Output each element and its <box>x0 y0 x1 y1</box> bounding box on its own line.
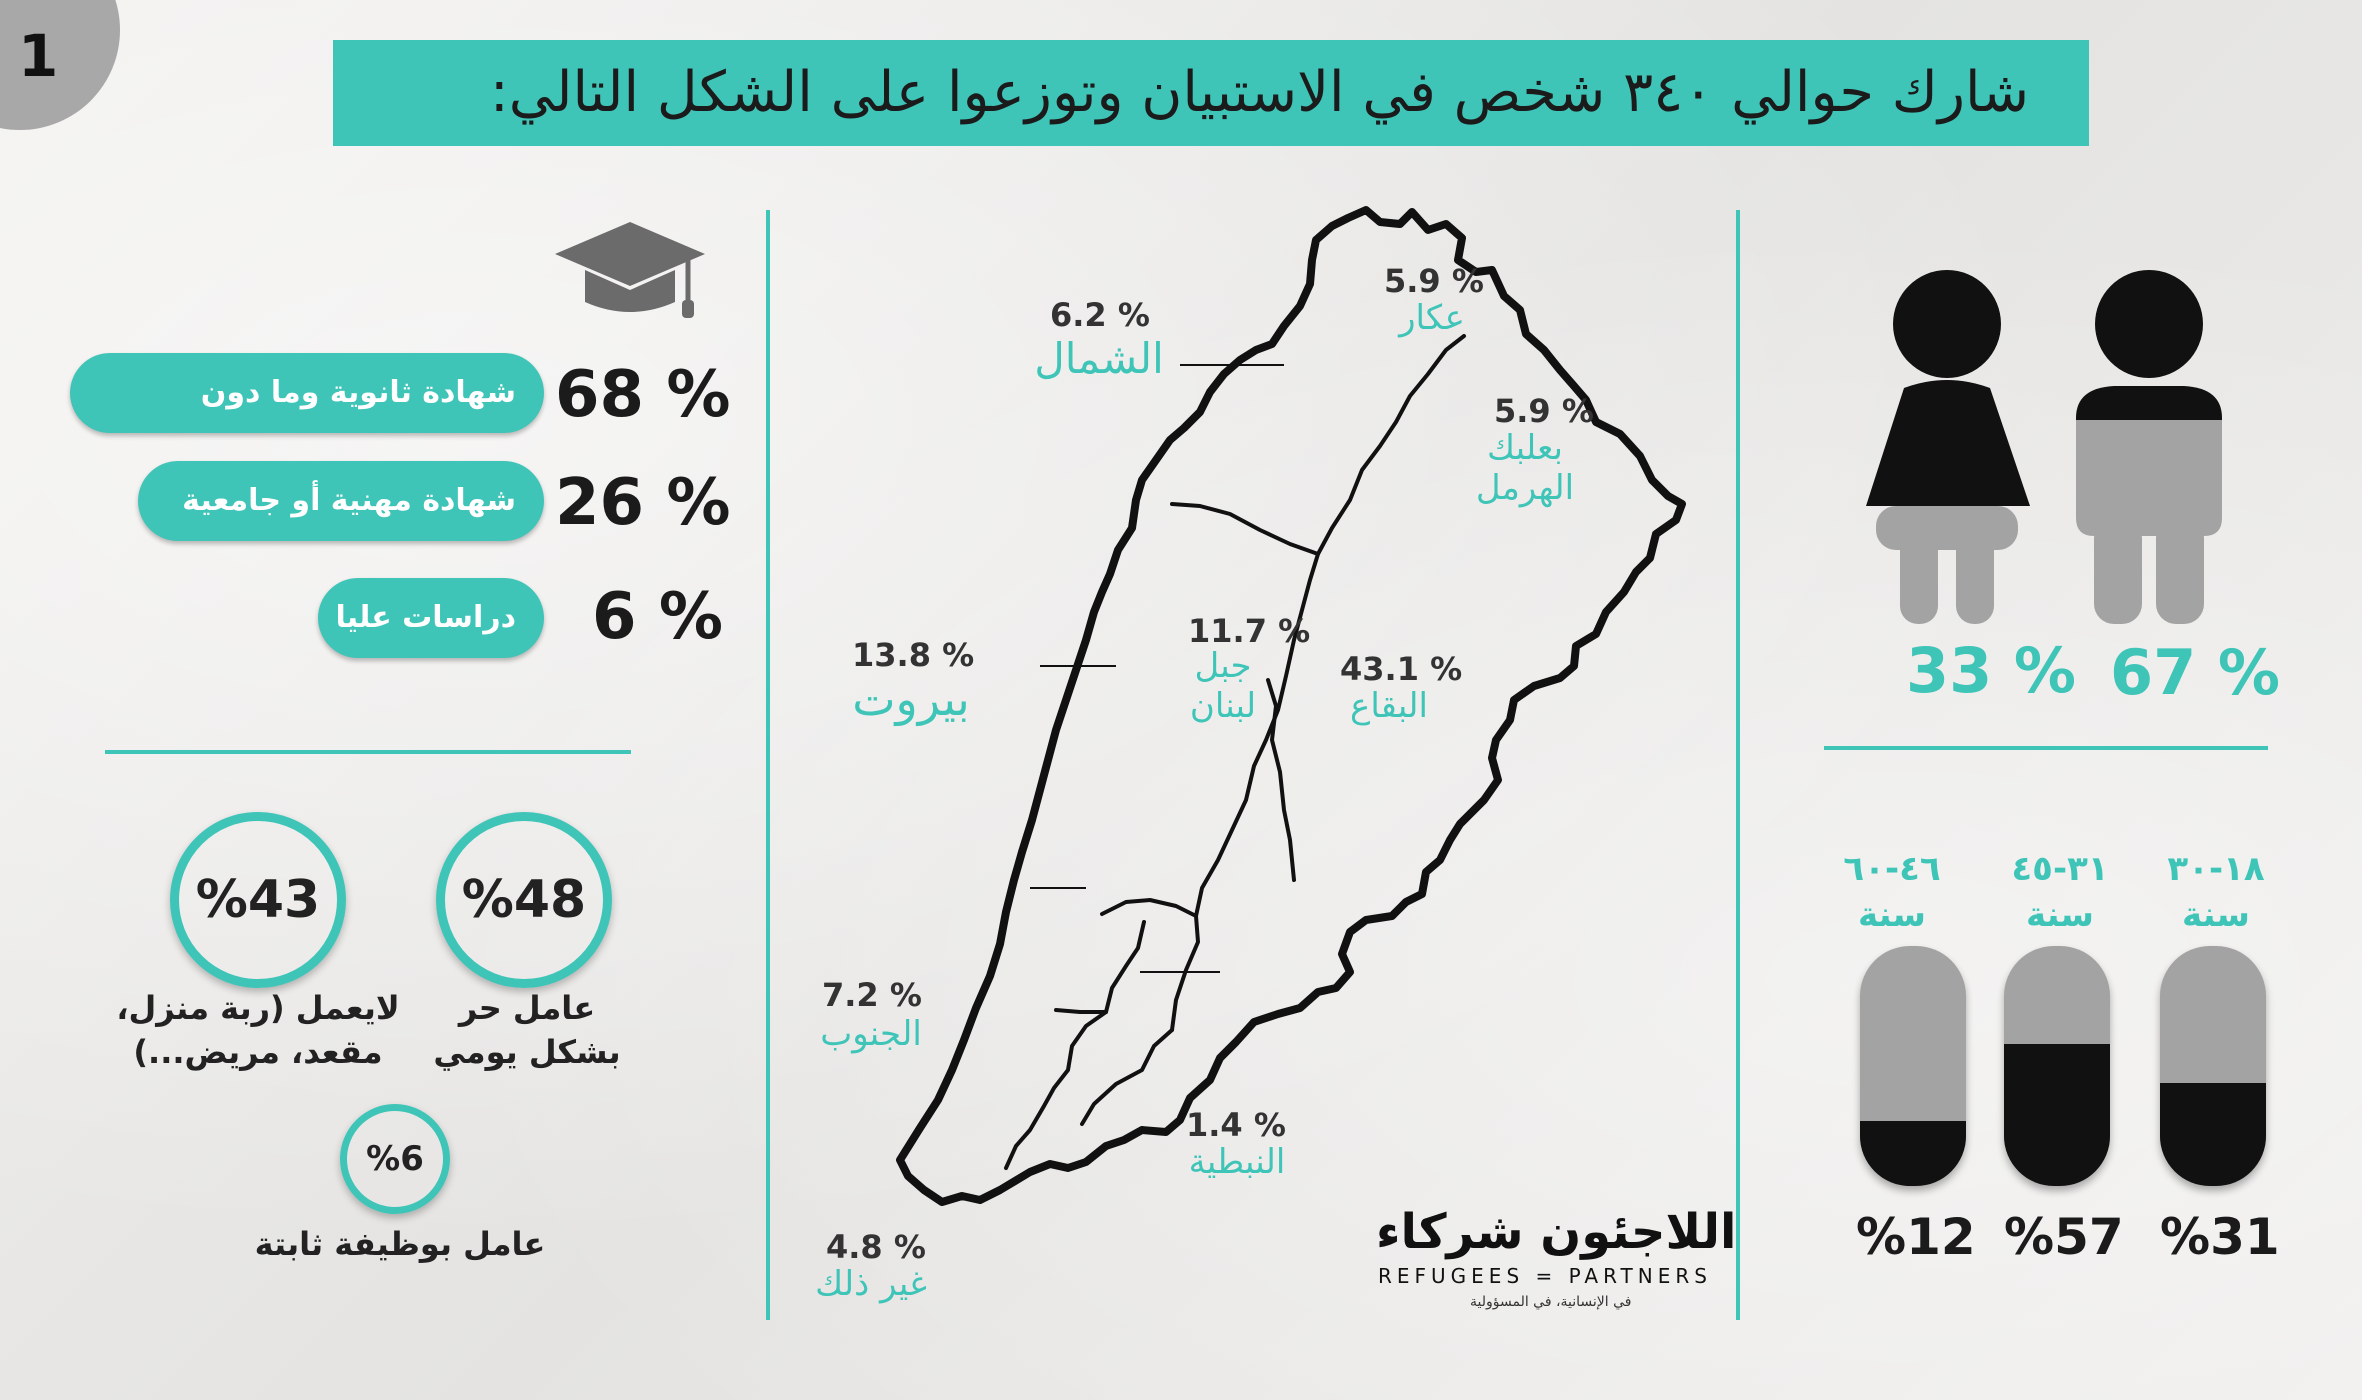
page-number: 1 <box>18 22 59 90</box>
age-bar-31-45 <box>2004 946 2110 1186</box>
page-title: شارك حوالي ٣٤٠ شخص في الاستبيان وتوزعوا … <box>489 60 2029 125</box>
other-name: غير ذلك <box>815 1264 927 1304</box>
age-pct-31-45: %57 <box>2004 1208 2124 1266</box>
mount-lebanon-name-line1: جبل <box>1194 646 1252 686</box>
age-label-46-60-range: ٤٦-٦٠ <box>1843 849 1941 889</box>
education-pill-secondary: شهادة ثانوية وما دون <box>70 353 544 433</box>
ring-freelance-value: %48 <box>461 870 587 930</box>
ring-unemployed-label-line2: مقعد، مريض...) <box>133 1033 383 1071</box>
ring-freelance-label-line1: عامل حر <box>458 989 596 1027</box>
baalbek-pct: 5.9 % <box>1494 392 1594 430</box>
border-south-inner <box>1054 1008 1108 1014</box>
education-pct-secondary: 68 % <box>555 358 731 432</box>
ring-freelance: %48 <box>436 812 612 988</box>
ring-fulltime-value: %6 <box>366 1139 424 1179</box>
title-banner: شارك حوالي ٣٤٠ شخص في الاستبيان وتوزعوا … <box>333 40 2089 146</box>
north-name: الشمال <box>1034 334 1164 383</box>
education-label-university: شهادة مهنية أو جامعية <box>182 483 516 518</box>
age-label-46-60-unit: سنة <box>1858 895 1926 935</box>
north-pct: 6.2 % <box>1050 296 1150 334</box>
border-akkar-baalbek <box>1316 334 1466 556</box>
female-pct: 33 % <box>1906 634 2076 707</box>
south-pct: 7.2 % <box>822 976 922 1014</box>
education-divider <box>105 750 631 754</box>
age-pct-18-30: %31 <box>2160 1208 2280 1266</box>
ring-unemployed-label-line1: لايعمل (ربة منزل، <box>116 989 400 1027</box>
border-mount-bekaa-east <box>1266 678 1296 882</box>
divider-left <box>766 210 770 1320</box>
nabatieh-name: النبطية <box>1188 1142 1286 1182</box>
age-label-18-30-unit: سنة <box>2182 895 2250 935</box>
beirut-pct: 13.8 % <box>852 636 975 674</box>
age-label-31-45-unit: سنة <box>2026 895 2094 935</box>
age-label-46-60: ٤٦-٦٠ سنة <box>1824 846 1960 938</box>
age-bar-46-60-fill <box>1860 1121 1966 1186</box>
border-nabatieh-inner <box>1080 1028 1174 1126</box>
graduation-cap-icon <box>555 222 705 318</box>
akkar-pct: 5.9 % <box>1384 262 1484 300</box>
mount-lebanon-pct: 11.7 % <box>1188 612 1311 650</box>
other-pct: 4.8 % <box>826 1228 926 1266</box>
education-pill-university: شهادة مهنية أو جامعية <box>138 461 544 541</box>
age-label-18-30-range: ١٨-٣٠ <box>2167 849 2265 889</box>
age-bar-46-60 <box>1860 946 1966 1186</box>
beirut-name: بيروت <box>852 672 970 726</box>
age-label-31-45: ٣١-٤٥ سنة <box>1992 846 2128 938</box>
akkar-name: عكار <box>1399 298 1465 338</box>
divider-right <box>1736 210 1740 1320</box>
bekaa-name: البقاع <box>1350 686 1428 726</box>
south-name: الجنوب <box>820 1014 922 1054</box>
education-label-higher: دراسات عليا <box>335 600 516 635</box>
lebanon-map <box>896 206 1686 1206</box>
age-bar-31-45-fill <box>2004 1044 2110 1186</box>
education-label-secondary: شهادة ثانوية وما دون <box>200 375 516 410</box>
male-icon <box>2076 270 2222 624</box>
border-bekaa <box>1170 552 1320 1032</box>
nabatieh-pct: 1.4 % <box>1186 1106 1286 1144</box>
education-pct-higher: 6 % <box>592 580 723 654</box>
logo-english: REFUGEES = PARTNERS <box>1378 1264 1712 1288</box>
ring-unemployed-value: %43 <box>195 870 321 930</box>
education-pill-higher: دراسات عليا <box>318 578 544 658</box>
bekaa-pct: 43.1 % <box>1340 650 1463 688</box>
ring-unemployed-label: لايعمل (ربة منزل، مقعد، مريض...) <box>88 986 428 1074</box>
ring-fulltime-label: عامل بوظيفة ثابتة <box>254 1225 546 1263</box>
male-pct: 67 % <box>2110 636 2280 709</box>
age-bar-18-30-fill <box>2160 1082 2266 1186</box>
mount-lebanon-name-line2: لبنان <box>1189 686 1257 726</box>
baalbek-name-line2: الهرمل <box>1475 468 1575 508</box>
ring-freelance-label-line2: بشكل يومي <box>433 1033 621 1071</box>
age-pct-46-60: %12 <box>1856 1208 1976 1266</box>
age-label-18-30: ١٨-٣٠ سنة <box>2148 846 2284 938</box>
mount-lebanon-name: جبل لبنان <box>1168 646 1278 726</box>
border-mount-south <box>1100 898 1198 918</box>
female-icon <box>1866 270 2030 624</box>
lebanon-outline <box>896 206 1686 1206</box>
ring-freelance-label: عامل حر بشكل يومي <box>392 986 662 1074</box>
education-pct-university: 26 % <box>555 466 731 540</box>
baalbek-name-line1: بعلبك <box>1486 428 1564 468</box>
age-bar-18-30 <box>2160 946 2266 1186</box>
logo-tagline: في الإنسانية، في المسؤولية <box>1470 1294 1632 1310</box>
baalbek-name: بعلبك الهرمل <box>1470 428 1580 508</box>
logo-arabic: اللاجئون شركاء <box>1376 1204 1737 1260</box>
gender-divider <box>1824 746 2268 750</box>
ring-unemployed: %43 <box>170 812 346 988</box>
border-north-mount <box>1170 502 1320 556</box>
ring-fulltime: %6 <box>340 1104 450 1214</box>
age-label-31-45-range: ٣١-٤٥ <box>2011 849 2109 889</box>
border-south-nabatieh <box>1004 920 1146 1170</box>
